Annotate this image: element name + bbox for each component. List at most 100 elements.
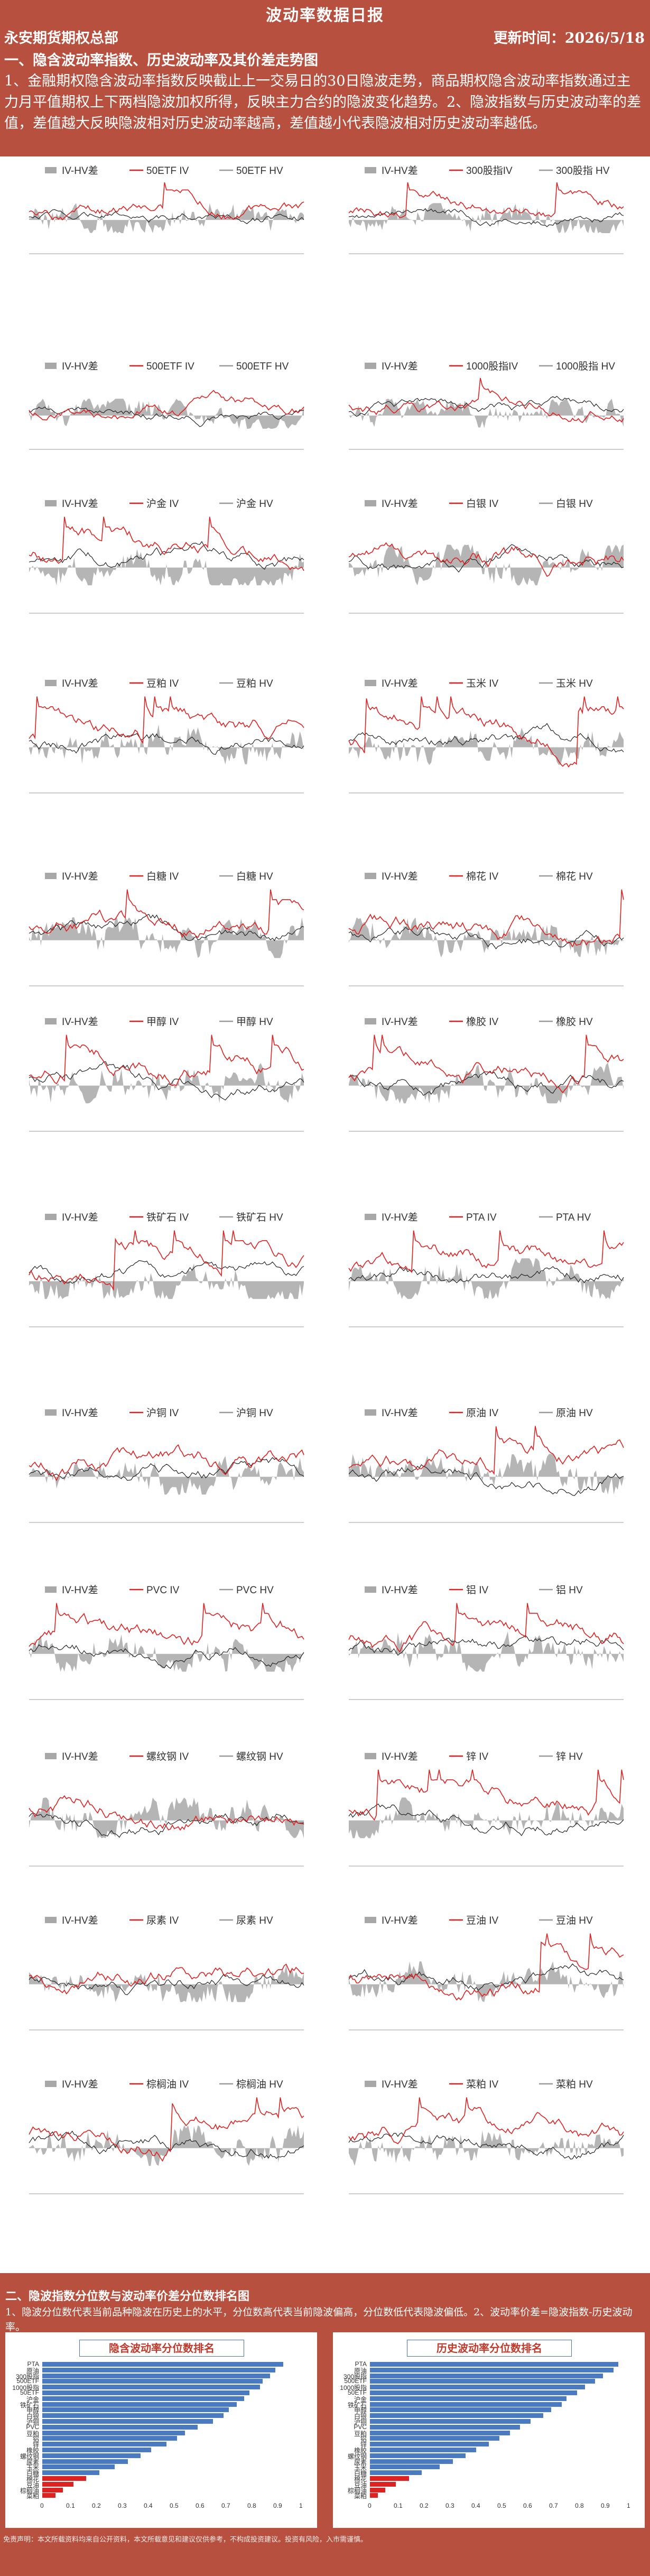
iv-line [348,1769,624,1821]
rank-bar [42,2430,185,2435]
legend-spread: IV-HV差 [382,1584,418,1596]
rank-axis-tick: 0.9 [273,2502,282,2510]
legend-swatch [365,1753,376,1759]
vol-chart-11: IV-HV差 甲醇 IV 甲醇 HV [8,1010,325,1168]
vol-chart-22: IV-HV差 豆油 IV 豆油 HV [328,1908,645,2067]
legend-iv: 豆粕 IV [146,678,179,689]
rank-bar [42,2448,151,2452]
legend-swatch [365,363,376,369]
iv-line [348,182,624,218]
legend-iv: 沪金 IV [146,498,179,510]
rank-axis-tick: 0.4 [471,2502,480,2510]
rank-label: 螺纹钢 [20,2452,39,2460]
rank-bar [370,2459,453,2464]
rank-bar [42,2453,141,2458]
legend-spread: IV-HV差 [382,1915,418,1926]
legend-hv: 300股指 HV [556,165,610,177]
iv-line [348,1230,624,1273]
rank-label: 尿素 [354,2458,367,2466]
iv-line [29,1035,304,1086]
hv-line [29,1260,304,1284]
rank-bar [370,2362,619,2367]
spread-area [29,1263,304,1299]
legend-spread: IV-HV差 [382,498,418,510]
spread-area [349,544,624,586]
legend-swatch [365,873,376,879]
iv-line [348,696,624,768]
hv-line [29,209,304,224]
vol-chart-21: IV-HV差 尿素 IV 尿素 HV [8,1908,325,2067]
vol-chart-24: IV-HV差 菜粕 IV 菜粕 HV [328,2072,645,2231]
iv-line [29,696,304,744]
rank-label: 棉花 [26,2476,39,2483]
chart-plot: IV-HV差 白银 IV 白银 HV [348,498,624,614]
spread-area [29,1634,304,1672]
rank-bar [42,2419,213,2424]
legend-spread: IV-HV差 [62,1915,98,1926]
rank-label: 500ETF [344,2377,367,2385]
rank-bar [42,2436,177,2441]
rank-bar [42,2402,237,2407]
rank-axis-tick: 0.1 [394,2502,403,2510]
rank-bar [42,2367,275,2372]
spread-area [349,2130,624,2166]
vol-chart-15: IV-HV差 沪铜 IV 沪铜 HV [8,1401,325,1559]
vol-chart-7: IV-HV差 豆粕 IV 豆粕 HV [8,671,325,830]
rank-bar [370,2424,521,2430]
legend-swatch [365,680,376,686]
spread-area [29,917,304,958]
update-date: 2026/5/18 [564,30,645,47]
rank-bar [370,2476,409,2481]
vol-chart-17: IV-HV差 PVC IV PVC HV [8,1578,325,1737]
rank-bar [370,2367,614,2372]
legend-hv: 500ETF HV [236,361,289,372]
hv-line [348,1963,624,1991]
spread-area [349,1631,624,1672]
disclaimer: 免责声明：本文所载资料均来自公开资料，本文所载意见和建议仅供参考，不构成投资建议… [3,2536,368,2544]
legend-swatch [365,1409,376,1416]
rank-bar [42,2464,115,2470]
rank-label: 豆粕 [354,2430,367,2437]
rank-label: 铁矿石 [20,2401,39,2409]
rank-label: 1000股指 [340,2384,367,2392]
iv-line [348,1035,624,1094]
legend-iv: 螺纹钢 IV [146,1751,189,1762]
legend-spread: IV-HV差 [382,871,418,882]
legend-hv: 豆粕 HV [236,678,273,689]
iv-line [29,889,304,938]
legend-swatch [45,1409,57,1416]
hv-line [29,733,304,755]
iv-line [29,1444,304,1481]
spread-area [349,399,624,428]
section1-heading: 一、隐含波动率指数、历史波动率及其价差走势图 [4,52,318,69]
legend-iv: 尿素 IV [146,1915,179,1926]
rank-bar [370,2442,489,2447]
legend-iv: 白糖 IV [146,871,179,882]
hv-line [348,1266,624,1284]
legend-iv: PTA IV [466,1212,497,1223]
rank-axis-tick: 0.3 [445,2502,454,2510]
rank-label: 橡胶 [354,2447,367,2454]
legend-hv: 棉花 HV [556,871,593,882]
legend-hv: PTA HV [556,1212,591,1223]
chart-plot: IV-HV差 PTA IV PTA HV [348,1212,624,1327]
rank-label: 豆油 [26,2481,39,2489]
legend-iv: 沪铜 IV [146,1407,179,1419]
legend-hv: 锌 HV [556,1751,583,1762]
legend-hv: 橡胶 HV [556,1016,593,1028]
iv-line [29,182,304,221]
hv-line [29,1974,304,1996]
legend-hv: 白银 HV [556,498,593,510]
legend-hv: 豆油 HV [556,1915,593,1926]
chart-plot: IV-HV差 菜粕 IV 菜粕 HV [348,2079,624,2194]
chart-plot: IV-HV差 棕榈油 IV 棕榈油 HV [29,2079,304,2194]
chart-plot: IV-HV差 甲醇 IV 甲醇 HV [29,1016,304,1132]
chart-plot: IV-HV差 300股指IV 300股指 HV [348,165,624,254]
rank-label: 玉米 [26,2464,39,2472]
iv-line [348,1933,624,2001]
rank-bar [370,2481,396,2487]
legend-iv: 棉花 IV [466,871,499,882]
rank-label: 50ETF [20,2389,39,2396]
legend-swatch [365,1586,376,1593]
rank-bar [370,2373,603,2378]
